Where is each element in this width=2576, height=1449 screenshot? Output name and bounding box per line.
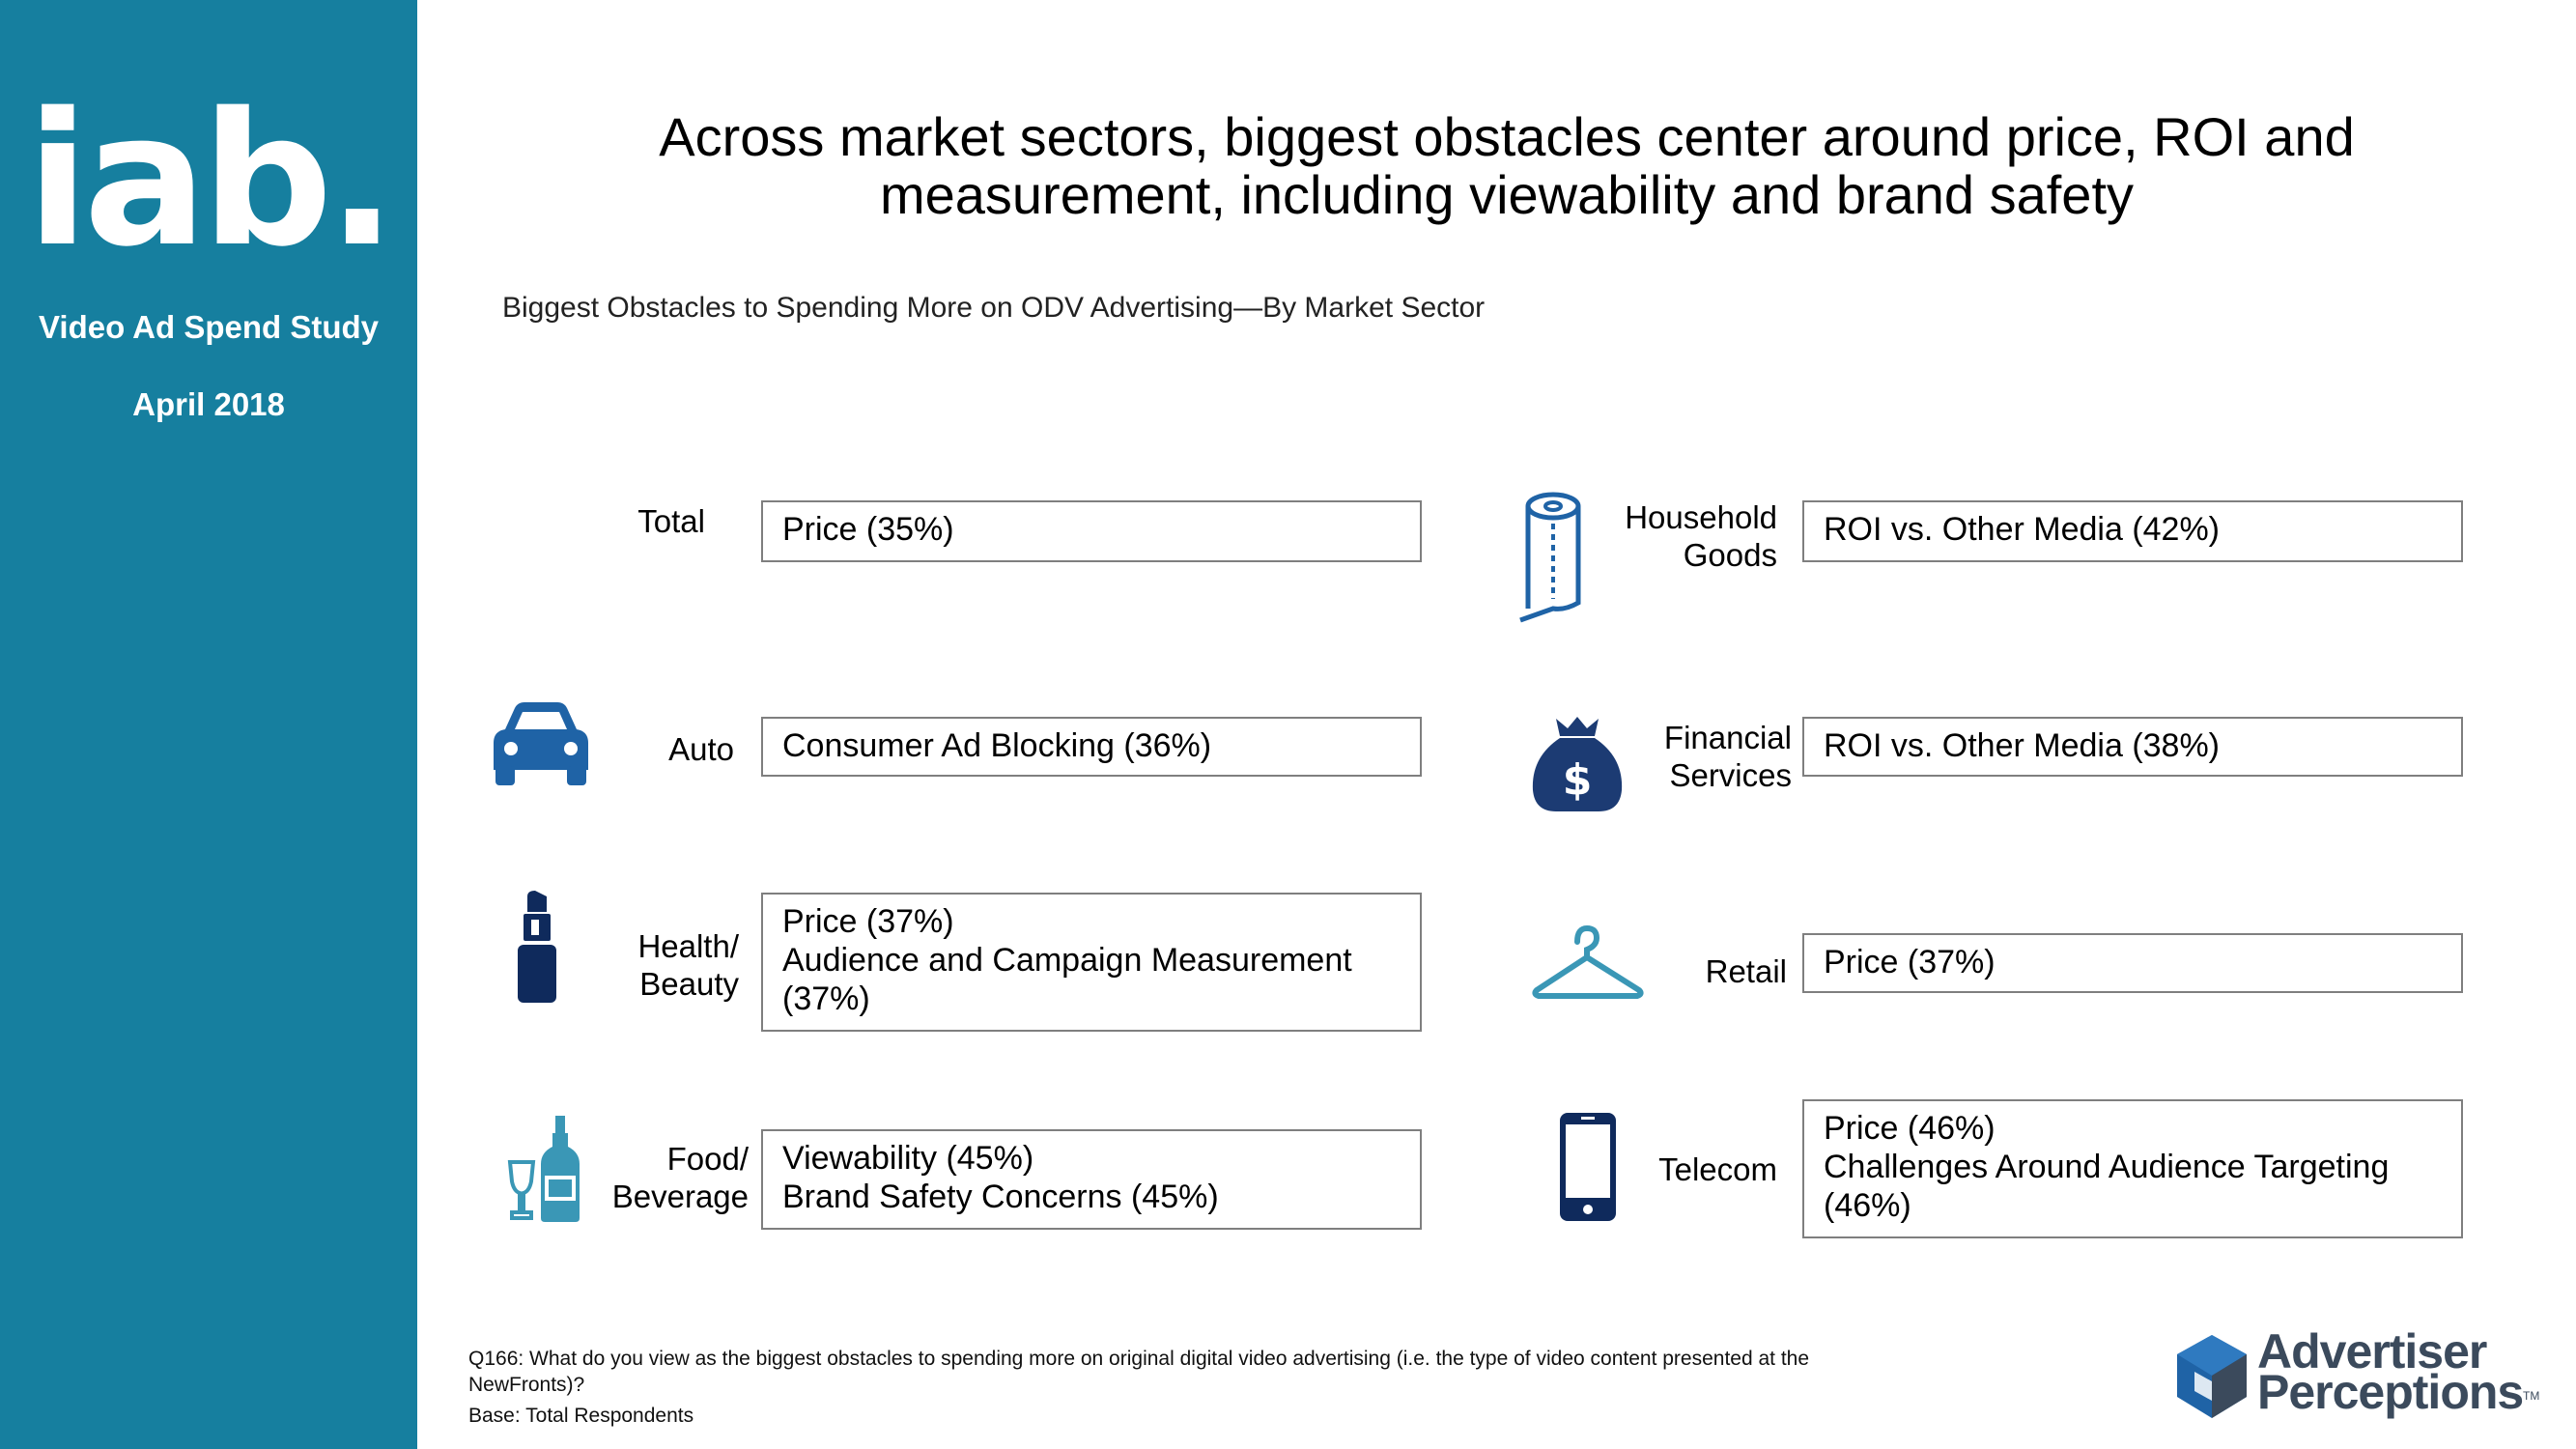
wine-bottle-icon [507,1116,580,1222]
sector-label-line: Beverage [611,1179,749,1214]
obstacle-line: Price (35%) [782,511,954,548]
footnote-line: NewFronts)? [468,1374,585,1396]
trademark: TM [2523,1389,2540,1403]
hanger-icon [1532,924,1644,999]
sector-label-retail: Retail [1705,953,1787,989]
sector-box-auto: Consumer Ad Blocking (36%) [761,717,1422,777]
smartphone-icon [1560,1113,1616,1221]
sector-label-line: Health/ [637,928,739,964]
sector-label-line: Food/ [666,1141,749,1177]
sector-label-financial: Financial Services [1632,719,1792,794]
footnote-line: Q166: What do you view as the biggest ob… [468,1348,1810,1370]
footnote-question: Q166: What do you view as the biggest ob… [468,1346,1809,1398]
page-title: Across market sectors, biggest obstacles… [541,108,2473,224]
sector-label-telecom: Telecom [1658,1151,1777,1187]
sector-box-financial: ROI vs. Other Media (38%) [1802,717,2463,777]
advertiser-perceptions-logo: Advertiser Perceptions [2257,1324,2524,1419]
obstacle-line: (46%) [1824,1187,1911,1224]
sector-label-line: Financial [1663,720,1792,755]
sector-label-household: Household Goods [1603,498,1777,574]
study-name: Video Ad Spend Study [38,309,380,345]
sector-label-total: Total [637,503,705,539]
title-line-2: measurement, including viewability and b… [879,164,2135,225]
sector-label-auto: Auto [668,731,734,767]
title-line-1: Across market sectors, biggest obstacles… [659,106,2355,167]
sector-label-food: Food/ Beverage [594,1140,749,1215]
sector-label-line: Services [1669,757,1792,793]
sector-box-telecom: Price (46%) Challenges Around Audience T… [1802,1099,2463,1238]
brand-line: Perceptions [2257,1365,2524,1419]
obstacle-line: ROI vs. Other Media (38%) [1824,727,2221,764]
sector-label-line: Household [1625,499,1777,535]
obstacle-line: Viewability (45%) [782,1140,1034,1177]
sector-box-household: ROI vs. Other Media (42%) [1802,500,2463,562]
iab-logo: iab. [26,73,397,287]
obstacle-line: ROI vs. Other Media (42%) [1824,511,2221,548]
sector-label-health: Health/ Beauty [599,927,739,1003]
obstacle-line: Price (37%) [782,903,954,940]
brand-line: Advertiser [2257,1324,2487,1378]
sector-box-retail: Price (37%) [1802,933,2463,993]
lipstick-icon [518,891,556,1003]
sector-label-line: Goods [1683,537,1777,573]
sector-label-line: Beauty [639,966,739,1002]
advertiser-perceptions-cube-icon [2177,1335,2247,1418]
sector-box-total: Price (35%) [761,500,1422,562]
car-icon [494,702,588,785]
sidebar: iab. Video Ad Spend Study April 2018 [0,0,417,1449]
money-bag-icon: $ [1532,717,1623,811]
obstacle-line: Audience and Campaign Measurement [782,942,1352,979]
obstacle-line: Consumer Ad Blocking (36%) [782,727,1212,764]
obstacle-line: Price (46%) [1824,1110,1996,1147]
obstacle-line: Brand Safety Concerns (45%) [782,1179,1219,1215]
paper-towel-icon [1519,492,1581,623]
chart-subtitle: Biggest Obstacles to Spending More on OD… [502,292,1486,324]
obstacle-line: Challenges Around Audience Targeting [1824,1149,2390,1185]
sector-box-food: Viewability (45%) Brand Safety Concerns … [761,1129,1422,1230]
svg-text:$: $ [1563,755,1593,805]
obstacle-line: Price (37%) [1824,944,1996,980]
study-date: April 2018 [132,386,285,422]
footnote-base: Base: Total Respondents [468,1405,694,1427]
sector-box-health: Price (37%) Audience and Campaign Measur… [761,893,1422,1032]
obstacle-line: (37%) [782,980,870,1017]
